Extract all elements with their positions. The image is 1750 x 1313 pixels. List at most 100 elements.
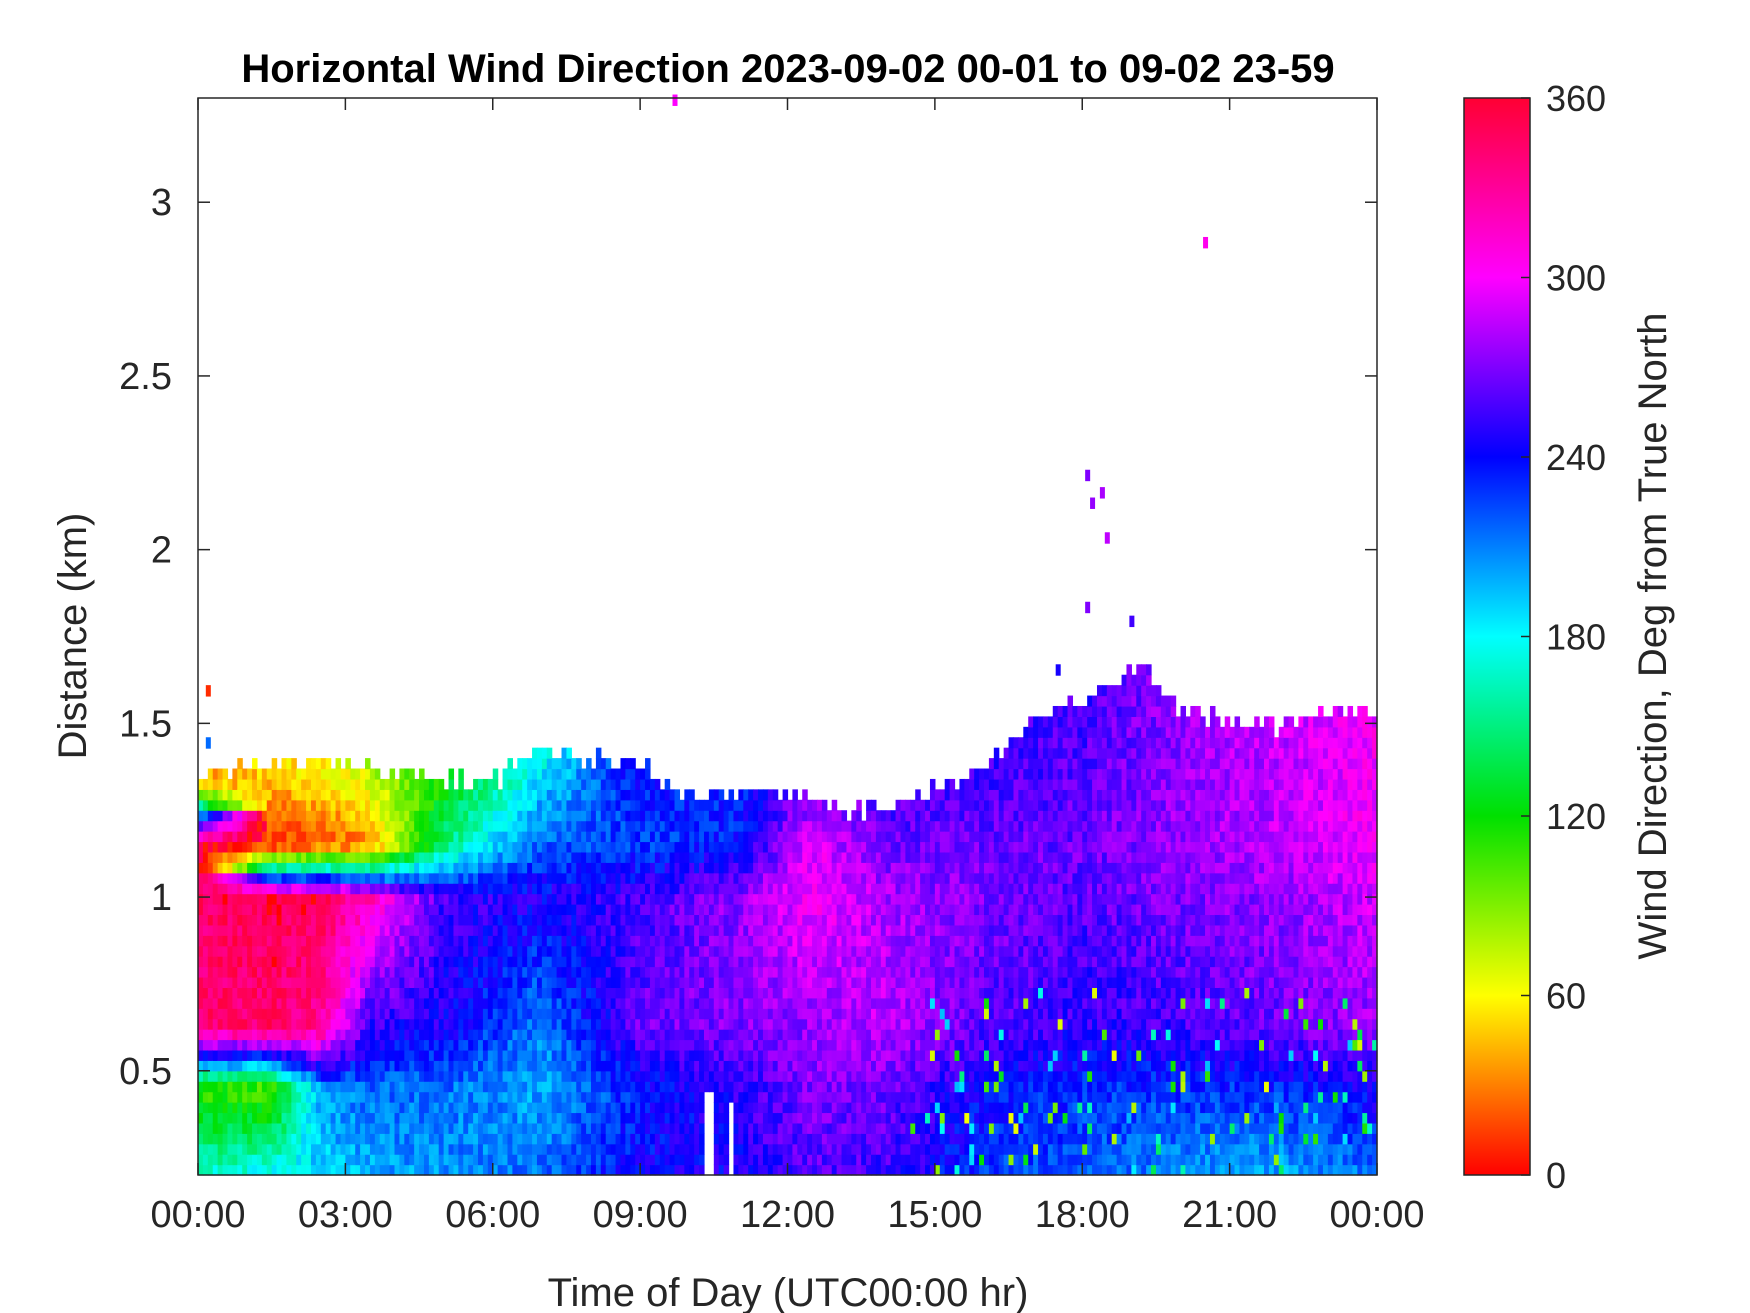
heatmap-cell (458, 820, 464, 832)
heatmap-cell (409, 1154, 415, 1166)
heatmap-cell (600, 956, 607, 968)
heatmap-cell (536, 862, 543, 874)
heatmap-cell (816, 862, 823, 874)
heatmap-cell (286, 1164, 292, 1176)
heatmap-cell (792, 935, 798, 947)
heatmap-cell (630, 1070, 636, 1082)
heatmap-cell (487, 872, 494, 884)
heatmap-cell (355, 1029, 361, 1041)
heatmap-cell (256, 1143, 263, 1155)
heatmap-cell (802, 924, 808, 936)
heatmap-cell (394, 924, 401, 936)
heatmap-cell (821, 987, 828, 999)
heatmap-cell (517, 1060, 523, 1072)
heatmap-cell (256, 831, 263, 843)
heatmap-cell (753, 956, 759, 968)
heatmap-cell (836, 966, 843, 978)
heatmap-cell (463, 945, 469, 957)
heatmap-cell (733, 935, 739, 947)
heatmap-cell (266, 1060, 273, 1072)
heatmap-cell (831, 799, 838, 811)
heatmap-cell (595, 997, 602, 1009)
heatmap-cell (296, 1008, 302, 1020)
heatmap-cell (703, 872, 710, 884)
heatmap-cell (355, 966, 361, 978)
heatmap-cell (217, 976, 224, 988)
heatmap-cell (566, 768, 572, 780)
heatmap-cell (718, 820, 725, 832)
heatmap-cell (684, 799, 690, 811)
heatmap-cell (738, 862, 744, 874)
heatmap-cell (591, 987, 597, 999)
heatmap-cell (694, 883, 700, 895)
heatmap-cell (207, 914, 214, 926)
heatmap-cell (615, 841, 622, 853)
heatmap-cell (517, 1081, 523, 1093)
heatmap-cell (586, 778, 592, 790)
heatmap-cell (212, 956, 219, 968)
heatmap-cell (237, 1039, 243, 1051)
heatmap-cell (365, 1091, 371, 1103)
heatmap-cell (232, 1143, 238, 1155)
heatmap-cell (591, 810, 597, 822)
heatmap-cell (797, 851, 803, 863)
heatmap-cell (286, 987, 292, 999)
heatmap-cell (708, 997, 715, 1009)
heatmap-cell (689, 872, 695, 884)
heatmap-cell (595, 758, 602, 770)
heatmap-cell (478, 1070, 484, 1082)
heatmap-cell (335, 956, 342, 968)
heatmap-cell (718, 1049, 725, 1061)
heatmap-cell (212, 1081, 219, 1093)
heatmap-cell (762, 851, 769, 863)
heatmap-cell (198, 1102, 204, 1114)
heatmap-cell (330, 956, 337, 968)
heatmap-cell (266, 851, 273, 863)
heatmap-cell (743, 1154, 749, 1166)
heatmap-cell (600, 1154, 607, 1166)
heatmap-cell (286, 820, 292, 832)
heatmap-cell (826, 1039, 833, 1051)
heatmap-cell (468, 1039, 474, 1051)
heatmap-cell (762, 1070, 769, 1082)
heatmap-cell (659, 1164, 666, 1176)
heatmap-cell (782, 1018, 789, 1030)
heatmap-cell (777, 1154, 784, 1166)
heatmap-cell (576, 1029, 582, 1041)
heatmap-cell (767, 945, 774, 957)
heatmap-cell (748, 914, 754, 926)
heatmap-cell (669, 997, 676, 1009)
heatmap-cell (777, 1081, 784, 1093)
heatmap-cell (202, 1070, 209, 1082)
heatmap-cell (645, 862, 651, 874)
heatmap-cell (345, 956, 351, 968)
heatmap-cell (728, 789, 735, 801)
heatmap-cell (198, 862, 204, 874)
heatmap-cell (369, 1143, 376, 1155)
heatmap-cell (345, 1060, 351, 1072)
heatmap-cell (286, 883, 292, 895)
heatmap-cell (807, 1060, 813, 1072)
heatmap-cell (679, 820, 685, 832)
heatmap-cell (409, 997, 415, 1009)
heatmap-cell (733, 1081, 739, 1093)
heatmap-cell (600, 872, 607, 884)
heatmap-cell (772, 935, 779, 947)
heatmap-cell (473, 841, 479, 853)
heatmap-cell (556, 1049, 563, 1061)
heatmap-cell (571, 966, 577, 978)
heatmap-cell (831, 872, 838, 884)
heatmap-cell (527, 997, 533, 1009)
heatmap-cell (694, 1143, 700, 1155)
heatmap-cell (566, 1070, 572, 1082)
heatmap-cell (576, 1018, 582, 1030)
heatmap-cell (198, 893, 204, 905)
heatmap-cell (522, 1122, 528, 1134)
heatmap-cell (325, 914, 332, 926)
heatmap-cell (207, 1164, 214, 1176)
heatmap-cell (453, 1029, 459, 1041)
heatmap-cell (699, 883, 705, 895)
heatmap-cell (699, 935, 705, 947)
heatmap-cell (605, 872, 612, 884)
heatmap-cell (566, 966, 572, 978)
